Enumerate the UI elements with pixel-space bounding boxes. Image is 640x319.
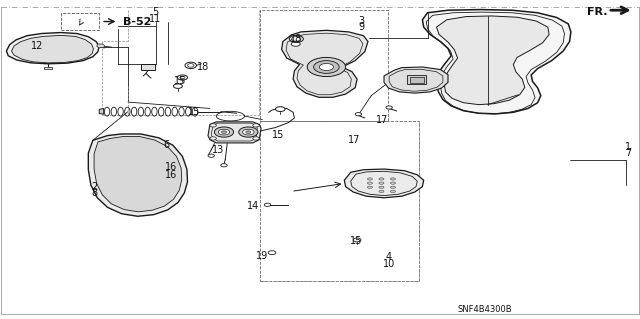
Text: 3: 3 — [358, 16, 365, 26]
Ellipse shape — [379, 186, 384, 188]
Ellipse shape — [379, 190, 384, 192]
Polygon shape — [436, 16, 549, 105]
Text: 2: 2 — [92, 182, 98, 192]
Ellipse shape — [239, 127, 258, 137]
Text: 15: 15 — [272, 130, 285, 140]
Polygon shape — [282, 30, 368, 97]
Ellipse shape — [218, 129, 230, 135]
Ellipse shape — [390, 178, 396, 180]
Ellipse shape — [221, 164, 227, 167]
Text: 12: 12 — [31, 41, 44, 51]
Ellipse shape — [188, 63, 194, 67]
Ellipse shape — [386, 106, 392, 109]
Text: SNF4B4300B: SNF4B4300B — [458, 305, 513, 314]
Ellipse shape — [177, 75, 188, 80]
Ellipse shape — [367, 182, 372, 184]
Ellipse shape — [173, 84, 182, 88]
Text: 7: 7 — [625, 148, 632, 158]
Ellipse shape — [379, 178, 384, 180]
Text: B-52: B-52 — [124, 17, 152, 26]
Text: 8: 8 — [92, 188, 98, 198]
Text: 18: 18 — [290, 34, 303, 44]
Polygon shape — [384, 67, 448, 93]
Ellipse shape — [291, 42, 300, 46]
Ellipse shape — [210, 124, 216, 127]
Text: 17: 17 — [348, 135, 360, 145]
Text: 13: 13 — [211, 145, 224, 155]
Ellipse shape — [379, 182, 384, 184]
Ellipse shape — [253, 137, 259, 140]
Ellipse shape — [390, 186, 396, 188]
Text: 10: 10 — [383, 259, 396, 269]
Text: 6: 6 — [163, 140, 170, 150]
Text: 9: 9 — [358, 22, 365, 32]
Polygon shape — [94, 137, 182, 212]
Text: 15: 15 — [349, 236, 362, 246]
Ellipse shape — [243, 129, 254, 135]
Ellipse shape — [314, 61, 339, 73]
Ellipse shape — [367, 186, 372, 188]
Ellipse shape — [353, 238, 361, 242]
Polygon shape — [99, 108, 104, 114]
Bar — [141, 64, 155, 70]
Bar — [410, 77, 424, 83]
Ellipse shape — [208, 154, 214, 157]
Text: 16: 16 — [165, 170, 178, 181]
Ellipse shape — [275, 107, 285, 112]
Ellipse shape — [319, 63, 333, 70]
Text: 19: 19 — [256, 251, 269, 261]
Polygon shape — [6, 33, 99, 64]
Ellipse shape — [390, 182, 396, 184]
Text: 14: 14 — [246, 201, 259, 211]
Text: 11: 11 — [149, 13, 162, 24]
Ellipse shape — [307, 57, 346, 77]
Text: 1: 1 — [625, 142, 632, 152]
Polygon shape — [422, 10, 571, 114]
Ellipse shape — [221, 131, 227, 133]
Text: 18: 18 — [197, 62, 210, 72]
Text: 15: 15 — [174, 76, 187, 86]
Polygon shape — [344, 169, 424, 198]
Ellipse shape — [268, 251, 276, 255]
Polygon shape — [12, 35, 93, 63]
Text: FR.: FR. — [587, 7, 607, 17]
Ellipse shape — [390, 190, 396, 192]
Ellipse shape — [355, 113, 362, 116]
Text: ∠: ∠ — [74, 16, 86, 27]
Ellipse shape — [292, 37, 301, 41]
Polygon shape — [208, 122, 261, 143]
Bar — [260, 121, 419, 281]
Ellipse shape — [246, 131, 251, 133]
Ellipse shape — [214, 127, 234, 137]
Polygon shape — [97, 44, 104, 48]
Text: 17: 17 — [376, 115, 388, 125]
Ellipse shape — [210, 137, 216, 140]
Bar — [260, 10, 388, 121]
Text: 16: 16 — [165, 162, 178, 173]
Ellipse shape — [264, 203, 271, 206]
Polygon shape — [44, 67, 52, 69]
Polygon shape — [88, 134, 188, 216]
Bar — [407, 75, 426, 84]
Bar — [61, 13, 99, 30]
Text: 15: 15 — [188, 107, 200, 117]
Text: 5: 5 — [152, 7, 159, 17]
Ellipse shape — [253, 124, 259, 127]
Text: 4: 4 — [386, 252, 392, 263]
Ellipse shape — [367, 178, 372, 180]
